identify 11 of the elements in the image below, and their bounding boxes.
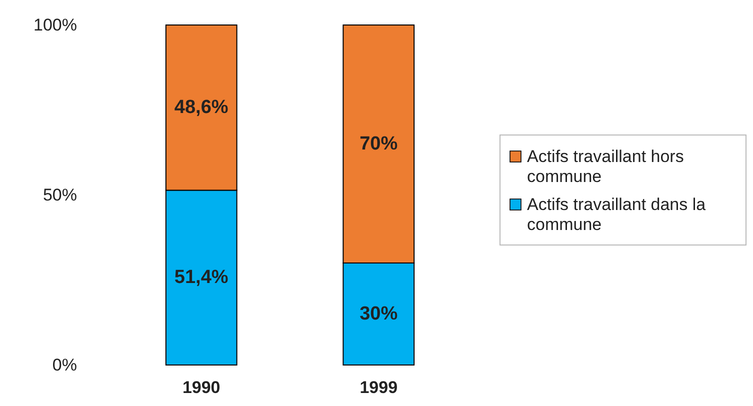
y-tick-label: 0%	[52, 356, 77, 374]
data-label: 30%	[360, 304, 398, 324]
data-label: 70%	[360, 134, 398, 154]
data-label: 48,6%	[174, 97, 228, 118]
x-tick-label: 1999	[360, 378, 398, 397]
legend-label: Actifs travaillant dans la commune	[527, 195, 706, 234]
x-tick-label: 1990	[182, 378, 220, 397]
legend-label: Actifs travaillant hors commune	[527, 147, 684, 186]
y-tick-label: 50%	[42, 186, 77, 204]
y-tick-label: 100%	[34, 16, 77, 34]
data-label: 51,4%	[174, 267, 228, 288]
